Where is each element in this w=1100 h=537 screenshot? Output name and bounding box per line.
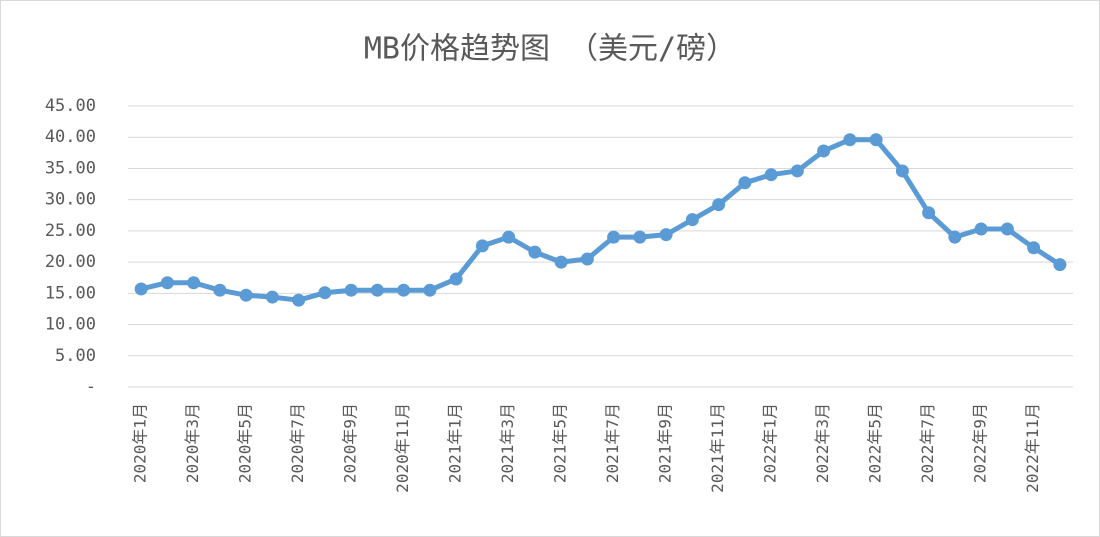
x-tick-label: 2020年5月 <box>236 403 255 483</box>
marker <box>318 286 332 300</box>
marker <box>895 164 909 178</box>
y-tick-label: 40.00 <box>45 127 96 147</box>
marker <box>528 245 542 259</box>
x-tick-label: 2020年11月 <box>393 403 412 493</box>
x-tick-label: 2022年11月 <box>1023 403 1042 493</box>
marker <box>1000 222 1014 236</box>
marker <box>370 283 384 297</box>
marker <box>633 230 647 244</box>
x-tick-label: 2021年7月 <box>603 403 622 483</box>
marker <box>712 198 726 212</box>
chart-title: MB价格趋势图 （美元/磅） <box>364 32 736 67</box>
x-tick-label: 2021年1月 <box>446 403 465 483</box>
marker <box>580 252 594 266</box>
y-tick-label: 45.00 <box>45 96 96 116</box>
y-tick-label: 15.00 <box>45 283 96 303</box>
y-tick-label: 30.00 <box>45 190 96 210</box>
x-tick-label: 2020年9月 <box>341 403 360 483</box>
marker <box>292 293 306 307</box>
marker <box>160 276 174 290</box>
marker <box>790 164 804 178</box>
marker <box>974 222 988 236</box>
marker <box>187 276 201 290</box>
marker <box>843 133 857 147</box>
y-tick-label: 20.00 <box>45 252 96 272</box>
x-tick-label: 2022年1月 <box>761 403 780 483</box>
y-tick-label: 25.00 <box>45 221 96 241</box>
marker <box>502 230 516 244</box>
marker <box>738 176 752 190</box>
x-tick-label: 2021年3月 <box>498 403 517 483</box>
x-tick-label: 2021年5月 <box>551 403 570 483</box>
marker <box>554 255 568 269</box>
marker <box>423 283 437 297</box>
x-tick-label: 2022年9月 <box>971 403 990 483</box>
x-tick-label: 2020年3月 <box>183 403 202 483</box>
x-tick-label: 2021年9月 <box>656 403 675 483</box>
marker <box>213 283 227 297</box>
marker <box>659 228 673 242</box>
marker <box>475 239 489 253</box>
y-tick-label: 5.00 <box>55 346 96 366</box>
x-tick-label: 2020年7月 <box>288 403 307 483</box>
x-tick-label: 2020年1月 <box>131 403 150 483</box>
marker <box>239 288 253 302</box>
marker <box>817 144 831 158</box>
marker <box>685 213 699 227</box>
marker <box>1027 241 1041 255</box>
y-tick-label: - <box>86 377 96 397</box>
marker <box>449 272 463 286</box>
marker <box>869 133 883 147</box>
marker <box>607 230 621 244</box>
x-tick-label: 2021年11月 <box>708 403 727 493</box>
marker <box>344 283 358 297</box>
x-tick-label: 2022年7月 <box>918 403 937 483</box>
marker <box>397 283 411 297</box>
x-tick-label: 2022年3月 <box>813 403 832 483</box>
marker <box>948 230 962 244</box>
y-tick-label: 35.00 <box>45 158 96 178</box>
marker <box>764 168 778 182</box>
marker <box>265 290 279 304</box>
marker <box>922 206 936 220</box>
x-tick-label: 2022年5月 <box>866 403 885 483</box>
marker <box>1053 258 1067 272</box>
marker <box>134 282 148 296</box>
y-tick-label: 10.00 <box>45 315 96 335</box>
